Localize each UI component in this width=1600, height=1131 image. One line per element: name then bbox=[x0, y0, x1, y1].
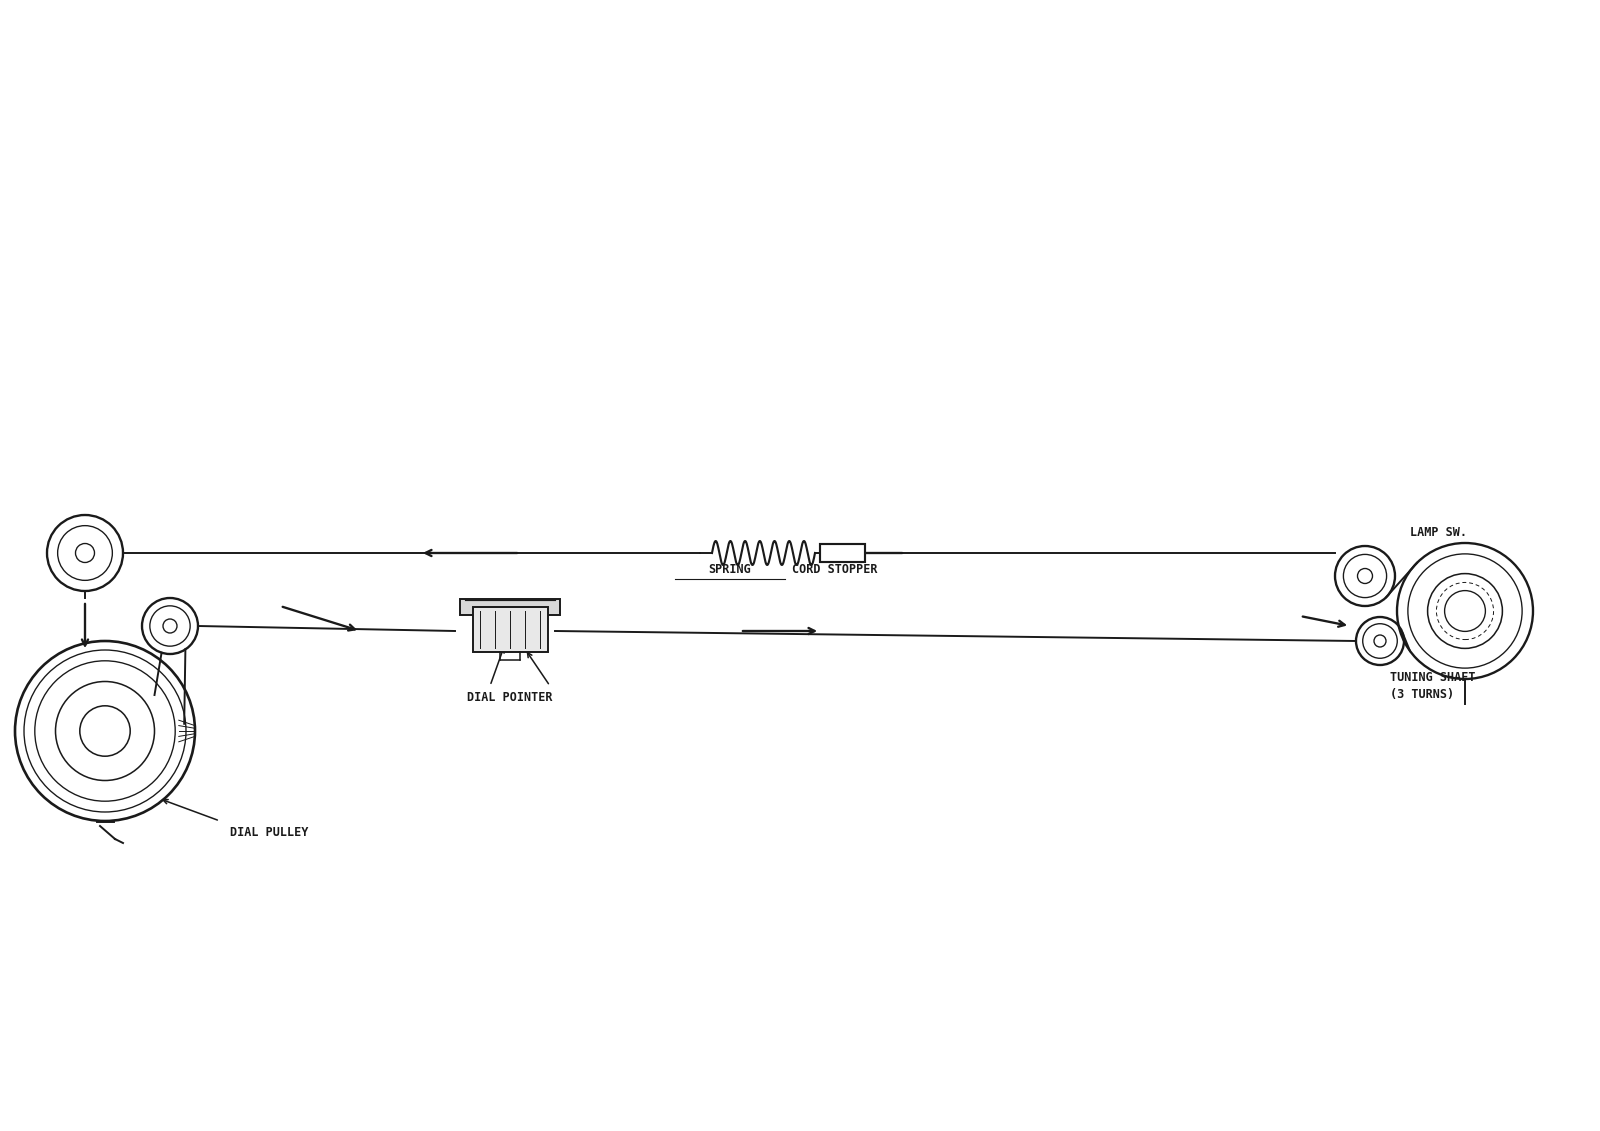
Text: LAMP SW.: LAMP SW. bbox=[1410, 527, 1467, 539]
Text: CORD STOPPER: CORD STOPPER bbox=[792, 563, 878, 576]
Text: DIAL POINTER: DIAL POINTER bbox=[467, 691, 552, 703]
Bar bbox=[819, 544, 866, 562]
Bar bbox=[461, 599, 560, 615]
Text: DIAL PULLEY: DIAL PULLEY bbox=[230, 826, 309, 839]
Text: SPRING: SPRING bbox=[709, 563, 752, 576]
Text: TUNING SHAFT
(3 TURNS): TUNING SHAFT (3 TURNS) bbox=[1390, 671, 1475, 701]
Bar bbox=[472, 606, 547, 651]
